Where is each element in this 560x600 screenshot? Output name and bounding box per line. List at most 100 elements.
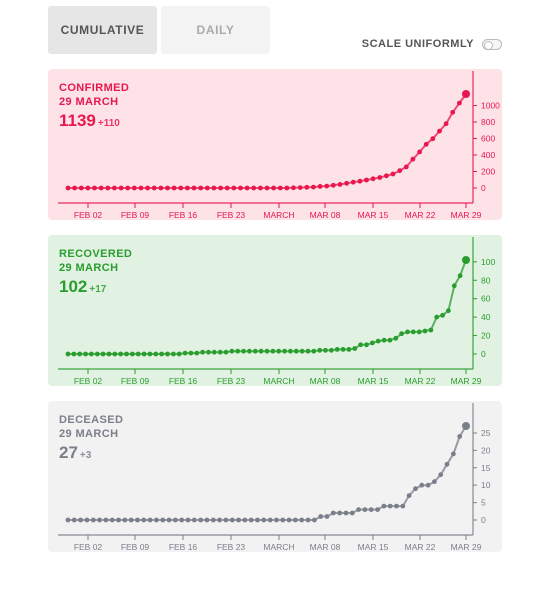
confirmed-data-point: [324, 183, 330, 189]
confirmed-data-point: [204, 185, 210, 191]
confirmed-data-point: [211, 185, 217, 191]
confirmed-data-point: [370, 176, 376, 182]
confirmed-data-point: [165, 185, 170, 191]
recovered-data-point: [264, 348, 270, 354]
deceased-data-point: [438, 472, 444, 478]
recovered-card: FEB 02 FEB 09 FEB 16 FEB 23 MARCH MAR 08 MAR 1…: [48, 235, 502, 386]
recovered-data-point: [217, 349, 223, 355]
deceased-data-point: [154, 517, 159, 523]
confirmed-data-point: [78, 185, 84, 191]
recovered-data-point: [147, 351, 153, 357]
confirmed-data-point: [218, 185, 224, 191]
confirmed-info: CONFIRMED 29 MARCH 1139 +110: [59, 81, 129, 131]
recovered-data-point: [276, 348, 282, 354]
confirmed-data-point: [403, 164, 409, 170]
recovered-data-point: [100, 351, 106, 357]
recovered-x-tick-label: FEB 09: [121, 376, 150, 386]
recovered-latest-point: [462, 256, 470, 264]
confirmed-x-tick-label: MAR 29: [451, 210, 482, 220]
confirmed-data-point: [178, 185, 184, 191]
deceased-x-tick-label: FEB 23: [217, 542, 246, 552]
deceased-data-point: [457, 434, 463, 439]
confirmed-data-point: [191, 185, 197, 191]
deceased-x-tick-label: MAR 29: [451, 542, 482, 552]
deceased-data-point: [109, 517, 115, 523]
confirmed-data-point: [271, 185, 276, 191]
confirmed-data-point: [337, 182, 343, 187]
recovered-y-tick-label: 20: [481, 331, 491, 341]
deceased-x-tick-label: MAR 22: [405, 542, 436, 552]
recovered-data-point: [334, 347, 340, 352]
recovered-data-point: [188, 350, 194, 356]
recovered-data-point: [71, 351, 77, 357]
deceased-data-point: [217, 517, 223, 523]
recovered-data-point: [247, 348, 252, 354]
deceased-delta: +3: [79, 450, 92, 461]
recovered-x-tick-label: MAR 15: [358, 376, 389, 386]
recovered-y-tick-label: 80: [481, 275, 491, 285]
confirmed-data-point: [297, 185, 303, 190]
recovered-data-point: [200, 349, 206, 355]
recovered-data-point: [352, 346, 358, 351]
confirmed-data-point: [311, 184, 316, 190]
recovered-data-point: [293, 348, 299, 354]
confirmed-data-point: [330, 182, 336, 188]
recovered-data-point: [176, 351, 182, 357]
recovered-x-tick-label: MARCH: [263, 376, 294, 386]
confirmed-data-point: [350, 179, 356, 185]
recovered-date: 29 MARCH: [59, 262, 119, 274]
deceased-data-point: [381, 503, 387, 509]
confirmed-data-point: [390, 171, 396, 177]
recovered-data-point: [375, 338, 381, 344]
deceased-data-point: [362, 507, 368, 512]
recovered-data-point: [124, 351, 129, 357]
confirmed-data-point: [224, 185, 230, 191]
deceased-data-point: [103, 517, 109, 523]
confirmed-data-point: [317, 184, 323, 189]
confirmed-y-tick-label: 600: [481, 133, 495, 143]
deceased-data-point: [318, 514, 324, 519]
deceased-latest-point: [462, 422, 470, 430]
confirmed-data-point: [85, 185, 91, 191]
deceased-data-point: [78, 517, 83, 523]
recovered-data-point: [258, 348, 264, 354]
deceased-data-point: [280, 517, 286, 523]
confirmed-data-point: [291, 185, 296, 191]
confirmed-data-point: [397, 168, 403, 174]
deceased-data-point: [166, 517, 172, 523]
deceased-data-point: [223, 517, 229, 523]
confirmed-data-point: [125, 185, 131, 191]
recovered-data-point: [270, 348, 276, 354]
recovered-data-point: [135, 351, 141, 357]
deceased-data-point: [179, 517, 185, 523]
confirmed-data-point: [138, 185, 144, 191]
deceased-y-tick-label: 10: [481, 480, 491, 490]
confirmed-data-point: [357, 178, 363, 184]
recovered-data-point: [329, 347, 334, 353]
recovered-data-point: [346, 347, 352, 352]
deceased-data-point: [198, 517, 204, 523]
tab-daily[interactable]: DAILY: [161, 6, 270, 54]
confirmed-data-point: [158, 185, 164, 191]
confirmed-data-point: [105, 185, 111, 191]
confirmed-x-tick-label: MARCH: [263, 210, 294, 220]
deceased-data-point: [71, 517, 77, 523]
confirmed-data-point: [417, 149, 422, 155]
recovered-data-point: [89, 351, 94, 357]
confirmed-data-point: [264, 185, 270, 191]
recovered-data-point: [434, 314, 440, 320]
confirmed-data-point: [277, 185, 283, 191]
recovered-data-point: [211, 349, 217, 355]
recovered-data-point: [428, 327, 434, 333]
deceased-data-point: [84, 517, 90, 523]
deceased-data-point: [97, 517, 102, 523]
deceased-data-point: [204, 517, 210, 523]
confirmed-y-tick-label: 1000: [481, 100, 500, 110]
view-mode-tabs: CUMULATIVE DAILY: [48, 6, 270, 54]
recovered-y-tick-label: 100: [481, 257, 495, 267]
tab-cumulative[interactable]: CUMULATIVE: [48, 6, 157, 54]
deceased-x-tick-label: FEB 09: [121, 542, 150, 552]
recovered-data-point: [323, 347, 328, 353]
scale-uniformly-toggle[interactable]: [482, 38, 502, 50]
deceased-data-point: [387, 503, 393, 509]
